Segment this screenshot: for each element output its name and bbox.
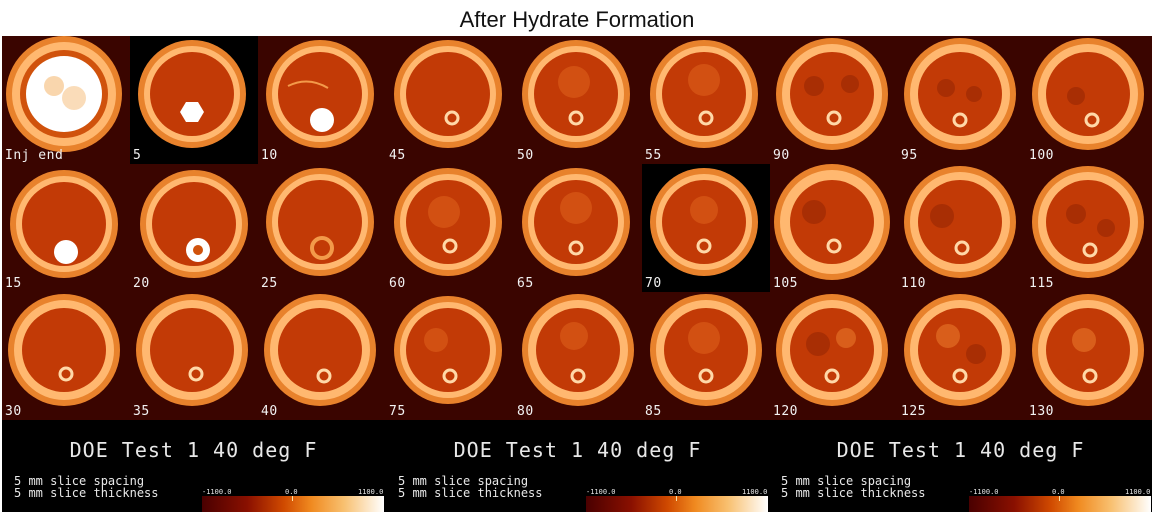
ct-slice: 95 <box>898 36 1026 164</box>
ct-slice: 85 <box>642 292 770 420</box>
ct-slice: 25 <box>258 164 386 292</box>
slice-label: 30 <box>5 404 22 419</box>
slice-label: 120 <box>773 404 798 419</box>
footer-panel: DOE Test 1 40 deg F 5 mm slice spacing 5… <box>769 420 1152 512</box>
ct-slice: 70 <box>642 164 770 292</box>
slice-label: 125 <box>901 404 926 419</box>
footer-panel: DOE Test 1 40 deg F 5 mm slice spacing 5… <box>2 420 385 512</box>
slice-label: 70 <box>645 276 662 291</box>
figure-title: After Hydrate Formation <box>459 7 695 32</box>
ct-slice: 60 <box>386 164 514 292</box>
ct-slice: 80 <box>514 292 642 420</box>
slice-label: 15 <box>5 276 22 291</box>
colorbar <box>586 496 768 512</box>
ct-slice: 125 <box>898 292 1026 420</box>
colorbar-max-label: 1100.0 <box>1125 488 1151 496</box>
slice-thickness-text: 5 mm slice thickness <box>781 486 926 500</box>
colorbar-max-label: 1100.0 <box>358 488 384 496</box>
slice-label: 100 <box>1029 148 1054 163</box>
ct-slice: 20 <box>130 164 258 292</box>
colorbar-max-label: 1100.0 <box>742 488 768 496</box>
slice-label: 50 <box>517 148 534 163</box>
slice-spacing-text: 5 mm slice spacing <box>14 474 145 488</box>
ct-slice: Inj end <box>2 36 130 164</box>
ct-slice: 75 <box>386 292 514 420</box>
slice-label: 60 <box>389 276 406 291</box>
footer-title: DOE Test 1 40 deg F <box>453 438 702 462</box>
slice-spacing-text: 5 mm slice spacing <box>781 474 912 488</box>
slice-label: 110 <box>901 276 926 291</box>
slice-label: 35 <box>133 404 150 419</box>
ct-slice: 105 <box>770 164 898 292</box>
ct-slice: 30 <box>2 292 130 420</box>
footer-title: DOE Test 1 40 deg F <box>69 438 318 462</box>
ct-slice: 50 <box>514 36 642 164</box>
ct-slice: 110 <box>898 164 1026 292</box>
colorbar-mid-label: 0.0 <box>669 488 682 496</box>
footer-title: DOE Test 1 40 deg F <box>836 438 1085 462</box>
slice-label: 5 <box>133 148 142 163</box>
slice-label: 105 <box>773 276 798 291</box>
slice-label: 115 <box>1029 276 1054 291</box>
colorbar-tick <box>676 496 677 501</box>
colorbar-min-label: -1100.0 <box>202 488 232 496</box>
ct-slice: 130 <box>1026 292 1152 420</box>
ct-slice: 10 <box>258 36 386 164</box>
slice-label: 80 <box>517 404 534 419</box>
ct-slice: 55 <box>642 36 770 164</box>
ct-slice: 5 <box>130 36 258 164</box>
slice-label: 40 <box>261 404 278 419</box>
slice-label: 10 <box>261 148 278 163</box>
slice-label: 25 <box>261 276 278 291</box>
colorbar-tick <box>1059 496 1060 501</box>
slice-label: 65 <box>517 276 534 291</box>
colorbar-mid-label: 0.0 <box>1052 488 1065 496</box>
slice-label: 95 <box>901 148 918 163</box>
ct-slice: 45 <box>386 36 514 164</box>
slice-label: 55 <box>645 148 662 163</box>
ct-slice-grid: Inj end 5 10 <box>2 36 1152 420</box>
ct-slice: 15 <box>2 164 130 292</box>
ct-slice: 120 <box>770 292 898 420</box>
ct-slice: 115 <box>1026 164 1152 292</box>
colorbar <box>202 496 384 512</box>
colorbar <box>969 496 1151 512</box>
ct-scan-panel: Inj end 5 10 <box>2 36 1152 512</box>
colorbar-tick <box>292 496 293 501</box>
slice-label: 45 <box>389 148 406 163</box>
slice-label: 85 <box>645 404 662 419</box>
footer-panel: DOE Test 1 40 deg F 5 mm slice spacing 5… <box>386 420 769 512</box>
slice-thickness-text: 5 mm slice thickness <box>398 486 543 500</box>
slice-spacing-text: 5 mm slice spacing <box>398 474 529 488</box>
ct-slice: 90 <box>770 36 898 164</box>
ct-slice: 40 <box>258 292 386 420</box>
ct-slice: 100 <box>1026 36 1152 164</box>
colorbar-mid-label: 0.0 <box>285 488 298 496</box>
ct-slice: 65 <box>514 164 642 292</box>
ct-slice: 35 <box>130 292 258 420</box>
colorbar-min-label: -1100.0 <box>969 488 999 496</box>
slice-label: 75 <box>389 404 406 419</box>
slice-thickness-text: 5 mm slice thickness <box>14 486 159 500</box>
slice-label: 90 <box>773 148 790 163</box>
colorbar-min-label: -1100.0 <box>586 488 616 496</box>
slice-label: 130 <box>1029 404 1054 419</box>
slice-label: Inj end <box>5 148 64 163</box>
slice-label: 20 <box>133 276 150 291</box>
